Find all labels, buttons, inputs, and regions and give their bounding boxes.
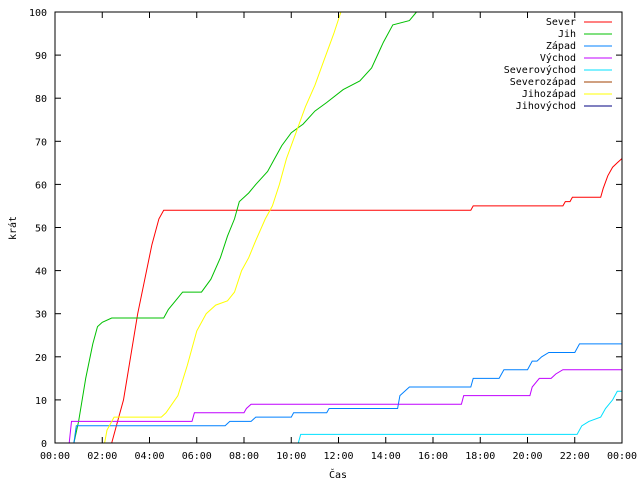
series-line-3 — [73, 343, 622, 444]
x-tick-label: 22:00 — [560, 451, 590, 462]
legend-label: Jih — [558, 29, 576, 40]
x-tick-label: 06:00 — [182, 451, 212, 462]
legend-label: Západ — [546, 40, 576, 52]
series-line-1 — [111, 158, 623, 444]
x-tick-label: 00:00 — [607, 451, 637, 462]
axes: 0 10 20 30 40 50 60 70 80 90 100 00:00 02:00 04:00 06:… — [29, 8, 637, 462]
y-tick-label: 50 — [35, 224, 47, 235]
series-lines — [68, 11, 623, 444]
x-tick-label: 04:00 — [134, 451, 164, 462]
legend-label: Jihovýchod — [516, 100, 576, 112]
y-tick-label: 0 — [41, 439, 47, 450]
y-tick-label: 60 — [35, 180, 47, 191]
y-tick-label: 20 — [35, 353, 47, 364]
legend-label: Jihozápad — [522, 88, 576, 100]
y-tick-label: 30 — [35, 310, 47, 321]
legend: SeverJihZápadVýchodSeverovýchodSeverozáp… — [504, 17, 612, 112]
x-tick-label: 02:00 — [87, 451, 117, 462]
series-line-2 — [73, 11, 417, 444]
x-tick-label: 10:00 — [276, 451, 306, 462]
x-tick-label: 08:00 — [229, 451, 259, 462]
x-tick-label: 18:00 — [465, 451, 495, 462]
legend-label: Severozápad — [510, 76, 576, 88]
y-tick-label: 10 — [35, 396, 47, 407]
y-tick-label: 40 — [35, 267, 47, 278]
x-tick-label: 16:00 — [418, 451, 448, 462]
x-tick-label: 14:00 — [371, 451, 401, 462]
x-axis-label: Čas — [329, 468, 347, 480]
x-tick-label: 20:00 — [512, 451, 542, 462]
y-axis-label: krát — [7, 216, 19, 240]
x-tick-label: 00:00 — [40, 451, 70, 462]
series-line-5 — [297, 390, 622, 444]
x-tick-label: 12:00 — [323, 451, 353, 462]
series-line-7 — [104, 11, 342, 444]
legend-label: Severovýchod — [504, 64, 576, 76]
legend-label: Sever — [546, 17, 576, 28]
y-tick-label: 90 — [35, 51, 47, 62]
y-tick-label: 100 — [29, 8, 47, 19]
y-tick-label: 70 — [35, 137, 47, 148]
legend-label: Východ — [540, 52, 576, 64]
series-line-4 — [68, 369, 622, 444]
y-tick-label: 80 — [35, 94, 47, 105]
